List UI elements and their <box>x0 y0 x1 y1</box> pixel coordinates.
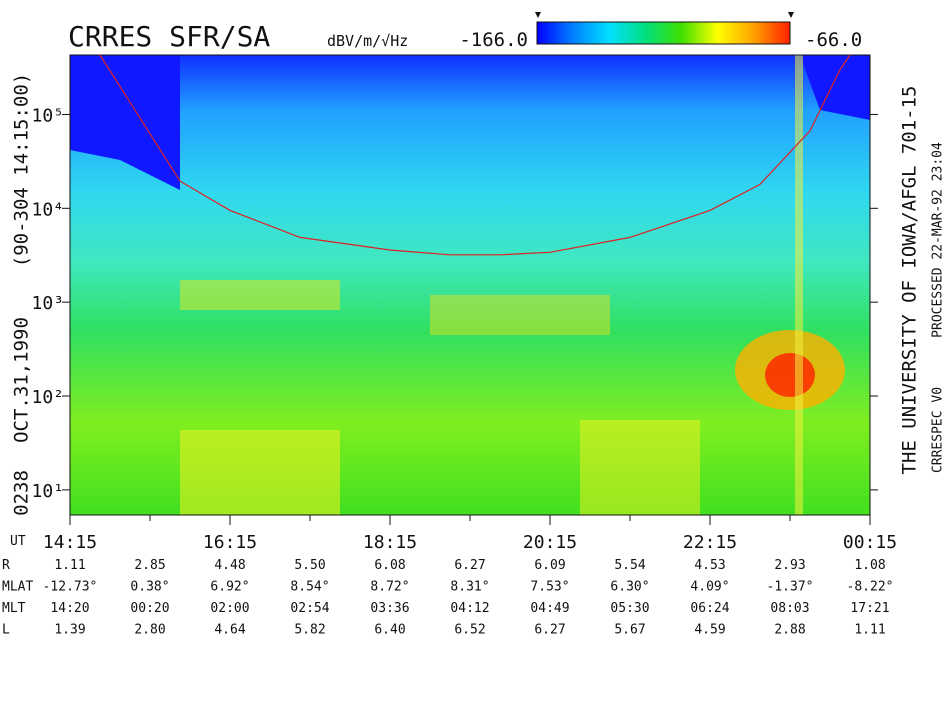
x-tick-label: 00:15 <box>843 532 897 553</box>
ephemeris-row-label: MLT <box>2 601 26 616</box>
ephemeris-value: 2.80 <box>134 623 165 638</box>
ephemeris-value: 6.40 <box>374 623 405 638</box>
ephemeris-value: 04:49 <box>530 601 569 616</box>
ephemeris-value: 00:20 <box>130 601 169 616</box>
ephemeris-value: 2.85 <box>134 558 165 573</box>
y-tick-label: 10² <box>31 387 64 408</box>
ephemeris-value: 1.39 <box>54 623 85 638</box>
y-tick-label: 10¹ <box>31 481 64 502</box>
ephemeris-value: 8.31° <box>450 580 489 595</box>
spectrogram-patch <box>580 420 700 515</box>
ephemeris-value: 4.59 <box>694 623 725 638</box>
ephemeris-value: 8.72° <box>370 580 409 595</box>
spectrogram-patch <box>180 430 340 515</box>
spectrogram-patch <box>765 353 815 397</box>
ephemeris-value: 5.50 <box>294 558 325 573</box>
y-tick-label: 10³ <box>31 293 64 314</box>
colorbar-pointer <box>535 12 794 18</box>
x-tick-label: 14:15 <box>43 532 97 553</box>
ephemeris-value: 6.52 <box>454 623 485 638</box>
ephemeris-value: 0.38° <box>130 580 169 595</box>
institution-label: THE UNIVERSITY OF IOWA/AFGL 701-15 <box>899 86 921 475</box>
ephemeris-value: 6.27 <box>454 558 485 573</box>
ephemeris-value: 02:54 <box>290 601 329 616</box>
software-label: CRRESPEC V0 <box>931 387 945 473</box>
ephemeris-value: 1.08 <box>854 558 885 573</box>
y-tick-label: 10⁵ <box>31 105 64 126</box>
ephemeris-row-label: R <box>2 558 10 573</box>
ephemeris-value: 8.54° <box>290 580 329 595</box>
y-tick-label: 10⁴ <box>31 199 64 220</box>
spectrogram-patch <box>795 55 803 515</box>
ephemeris-value: 05:30 <box>610 601 649 616</box>
ephemeris-value: 1.11 <box>854 623 885 638</box>
ephemeris-value: 5.67 <box>614 623 645 638</box>
ephemeris-value: 4.64 <box>214 623 245 638</box>
x-axis-label: UT <box>10 534 26 549</box>
spectrogram-patch <box>800 55 870 120</box>
ephemeris-value: -1.37° <box>767 580 814 595</box>
ephemeris-value: 7.53° <box>530 580 569 595</box>
ephemeris-value: 4.53 <box>694 558 725 573</box>
ephemeris-value: 03:36 <box>370 601 409 616</box>
x-tick-label: 18:15 <box>363 532 417 553</box>
colorbar-min-label: -166.0 <box>459 29 528 51</box>
doy-label: (90-304 14:15:00) <box>11 73 33 267</box>
spectrogram-patch <box>180 280 340 310</box>
ephemeris-value: -8.22° <box>847 580 894 595</box>
cutoff-curve <box>99 54 851 256</box>
spectrogram-patch <box>430 295 610 335</box>
date-label: OCT.31,1990 <box>11 317 33 443</box>
ephemeris-value: 2.93 <box>774 558 805 573</box>
ephemeris-value: 4.48 <box>214 558 245 573</box>
colorbar-max-label: -66.0 <box>805 29 862 51</box>
ephemeris-value: 08:03 <box>770 601 809 616</box>
ephemeris-value: 6.09 <box>534 558 565 573</box>
ephemeris-value: -12.73° <box>43 580 98 595</box>
ephemeris-value: 6.08 <box>374 558 405 573</box>
spectrogram <box>70 55 870 515</box>
ephemeris-value: 2.88 <box>774 623 805 638</box>
ephemeris-value: 04:12 <box>450 601 489 616</box>
ephemeris-value: 6.27 <box>534 623 565 638</box>
colorbar-unit: dBV/m/√Hz <box>327 32 408 50</box>
ephemeris-value: 6.92° <box>210 580 249 595</box>
chart-title: CRRES SFR/SA <box>68 20 270 53</box>
x-tick-label: 22:15 <box>683 532 737 553</box>
ephemeris-value: 4.09° <box>690 580 729 595</box>
ephemeris-value: 5.82 <box>294 623 325 638</box>
x-tick-label: 20:15 <box>523 532 577 553</box>
ephemeris-value: 02:00 <box>210 601 249 616</box>
ephemeris-row-label: L <box>2 623 10 638</box>
colorbar <box>536 21 791 45</box>
ephemeris-value: 17:21 <box>850 601 889 616</box>
ephemeris-row-label: MLAT <box>2 580 33 595</box>
ephemeris-value: 1.11 <box>54 558 85 573</box>
spectrogram-patch <box>70 55 180 190</box>
ephemeris-value: 5.54 <box>614 558 645 573</box>
x-tick-label: 16:15 <box>203 532 257 553</box>
ephemeris-value: 14:20 <box>50 601 89 616</box>
ephemeris-value: 06:24 <box>690 601 729 616</box>
ephemeris-value: 6.30° <box>610 580 649 595</box>
orbit-label: 0238 <box>11 470 33 516</box>
processed-label: PROCESSED 22-MAR-92 23:04 <box>931 142 945 338</box>
